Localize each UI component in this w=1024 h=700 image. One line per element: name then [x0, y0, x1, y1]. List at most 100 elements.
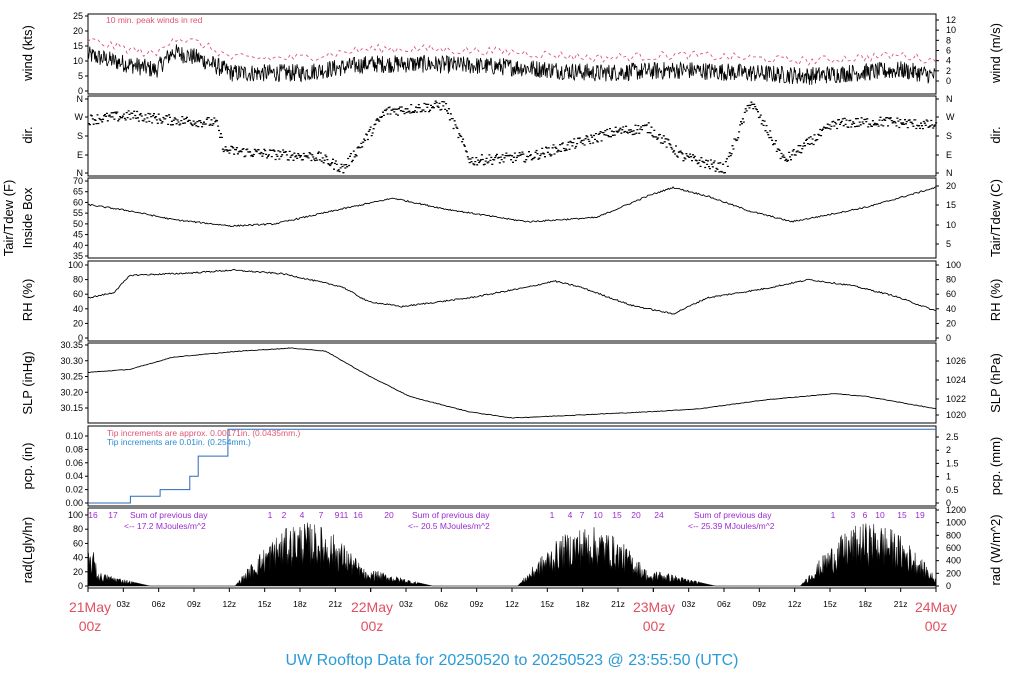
rad-left-label: rad(Lgly/hr): [20, 517, 35, 583]
hour-tick-label: 21z: [611, 599, 625, 609]
slp-left-tick-label: 30.15: [60, 403, 83, 413]
wind-peak-note: 10 min. peak winds in red: [106, 15, 203, 25]
day-label-date-1: 22May: [351, 599, 393, 615]
wind-left-tick-label: 5: [78, 71, 83, 81]
wind-right-tick-label: 2: [946, 66, 951, 76]
temp-left-tick-label: 40: [73, 240, 83, 250]
rh-right-tick-label: 100: [946, 260, 961, 270]
pcp-frame: [87, 425, 937, 507]
rad-sum-1: <-- 17.2 MJoules/m^2: [124, 521, 206, 531]
radiation-hour-mark: 10: [875, 510, 885, 520]
dir-right-tick-label: E: [946, 150, 952, 160]
hour-tick-label: 21z: [328, 599, 342, 609]
rad-right-tick-label: 400: [946, 556, 961, 566]
temp-left-tick-label: 55: [73, 208, 83, 218]
hour-tick-label: 03z: [682, 599, 696, 609]
pcp-left-tick-label: 0.10: [65, 431, 83, 441]
temp-left-tick-label: 70: [73, 176, 83, 186]
dir-frame: [87, 95, 937, 177]
wind-left-tick-label: 25: [73, 11, 83, 21]
slp-right-label: SLP (hPa): [988, 353, 1003, 413]
rad-right-tick-label: 600: [946, 543, 961, 553]
hour-tick-label: 15z: [540, 599, 554, 609]
wind-right-tick-label: 6: [946, 46, 951, 56]
slp-left-label: SLP (inHg): [20, 351, 35, 414]
pcp-right-tick-label: 2: [946, 445, 951, 455]
temp-left-label-2: Inside Box: [20, 187, 35, 248]
radiation-hour-mark: 11: [340, 510, 349, 520]
rad-left-tick-label: 80: [73, 524, 83, 534]
radiation-hour-mark: 1: [550, 510, 555, 520]
day-label-hour-0: 00z: [79, 618, 102, 634]
wind-right-tick-label: 4: [946, 56, 951, 66]
temp-left-tick-label: 65: [73, 187, 83, 197]
rad-sum-label-3: Sum of previous day: [694, 510, 772, 520]
pcp-left-tick-label: 0.06: [65, 458, 83, 468]
rh-left-tick-label: 40: [73, 304, 83, 314]
wind-left-tick-label: 20: [73, 26, 83, 36]
rh-frame: [87, 260, 937, 342]
radiation-hour-mark: 2: [282, 510, 287, 520]
pcp-left-tick-label: 0.02: [65, 485, 83, 495]
temperature-line: [87, 186, 937, 228]
wind-direction-points: [88, 100, 938, 174]
wind-left-tick-label: 0: [78, 86, 83, 96]
hour-tick-label: 06z: [434, 599, 448, 609]
pcp-left-label: pcp. (in): [20, 443, 35, 490]
slp-frame: [87, 342, 937, 424]
hour-tick-label: 09z: [752, 599, 766, 609]
rad-sum-label-1: Sum of previous day: [130, 510, 208, 520]
rh-right-tick-label: 40: [946, 304, 956, 314]
radiation-area: [87, 522, 937, 587]
wind-speed-line: [87, 44, 936, 85]
radiation-hour-mark: 10: [593, 510, 603, 520]
dir-left-tick-label: N: [77, 168, 84, 178]
rh-left-label: RH (%): [20, 279, 35, 322]
dir-left-tick-label: S: [77, 131, 83, 141]
rh-right-tick-label: 0: [946, 333, 951, 343]
dir-right-label: dir.: [988, 126, 1003, 143]
temp-frame: [87, 177, 937, 259]
wind-right-tick-label: 8: [946, 35, 951, 45]
rad-right-tick-label: 200: [946, 568, 961, 578]
pcp-left-tick-label: 0.00: [65, 498, 83, 508]
rh-right-tick-label: 60: [946, 289, 956, 299]
temp-right-tick-label: 5: [946, 239, 951, 249]
radiation-hour-mark: 16: [353, 510, 363, 520]
radiation-hour-mark: 1: [268, 510, 273, 520]
rad-sum-3: <-- 25.39 MJoules/m^2: [688, 521, 775, 531]
dir-right-tick-label: W: [946, 112, 955, 122]
pcp-left-tick-label: 0.04: [65, 471, 83, 481]
pcp-left-tick-label: 0.08: [65, 444, 83, 454]
wind-frame: [87, 13, 937, 95]
hour-tick-label: 18z: [858, 599, 872, 609]
wind-right-tick-label: 10: [946, 25, 956, 35]
hour-tick-label: 15z: [823, 599, 837, 609]
radiation-hour-mark: 15: [612, 510, 622, 520]
hour-tick-label: 18z: [576, 599, 590, 609]
dir-left-tick-label: E: [77, 150, 83, 160]
rh-right-label: RH (%): [988, 279, 1003, 322]
pcp-note-red: Tip increments are approx. 0.00171in. (0…: [107, 428, 301, 438]
pcp-note-blue: Tip increments are 0.01in. (0.254mm.): [107, 437, 251, 447]
wind-left-label: wind (kts): [20, 25, 35, 82]
day-label-date-0: 21May: [69, 599, 111, 615]
rh-left-tick-label: 0: [78, 333, 83, 343]
temp-left-label-1: Tair/Tdew (F): [1, 180, 16, 257]
rad-right-tick-label: 0: [946, 581, 951, 591]
relative-humidity-line: [87, 269, 937, 315]
pcp-right-tick-label: 1.5: [946, 458, 959, 468]
radiation-hour-mark: 9: [335, 510, 340, 520]
rad-right-label: rad (W/m^2): [988, 514, 1003, 585]
slp-left-tick-label: 30.20: [60, 387, 83, 397]
slp-left-tick-label: 30.30: [60, 356, 83, 366]
rad-right-tick-label: 1200: [946, 505, 966, 515]
radiation-hour-mark: 6: [863, 510, 868, 520]
wind-right-label: wind (m/s): [988, 23, 1003, 84]
day-label-date-2: 23May: [633, 599, 675, 615]
rh-right-tick-label: 80: [946, 275, 956, 285]
radiation-hour-mark: 17: [108, 510, 118, 520]
radiation-hour-mark: 20: [631, 510, 641, 520]
hour-tick-label: 21z: [894, 599, 908, 609]
rad-sum-2: <-- 20.5 MJoules/m^2: [408, 521, 490, 531]
